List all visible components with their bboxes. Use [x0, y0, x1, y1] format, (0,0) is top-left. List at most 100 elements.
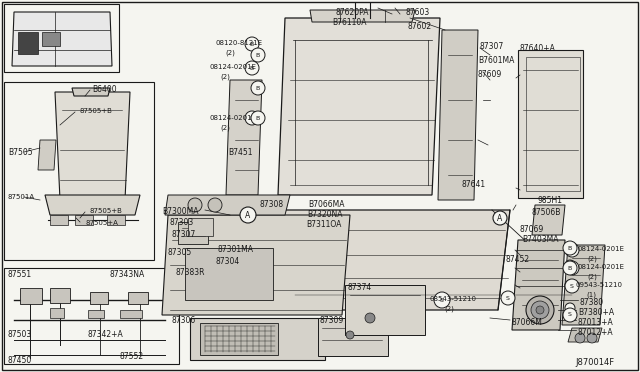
- Text: 87380: 87380: [580, 298, 604, 307]
- Text: 87303: 87303: [170, 218, 195, 227]
- Bar: [50, 288, 70, 303]
- Text: A: A: [245, 211, 251, 219]
- Circle shape: [565, 303, 575, 313]
- Text: 87343NA: 87343NA: [110, 270, 145, 279]
- Bar: [190, 318, 325, 360]
- Text: 87066M: 87066M: [512, 318, 543, 327]
- Circle shape: [245, 37, 259, 51]
- Circle shape: [434, 292, 450, 308]
- Text: 87309: 87309: [320, 316, 344, 325]
- Text: S: S: [440, 298, 444, 302]
- Text: B: B: [568, 246, 572, 250]
- Polygon shape: [310, 10, 415, 22]
- Circle shape: [563, 308, 577, 322]
- Circle shape: [536, 306, 544, 314]
- Text: S: S: [570, 283, 574, 289]
- Text: 87306: 87306: [172, 316, 196, 325]
- Bar: [88, 310, 104, 318]
- Text: B: B: [256, 115, 260, 121]
- Text: B: B: [256, 86, 260, 90]
- Bar: [18, 32, 38, 54]
- Text: B6400: B6400: [92, 85, 116, 94]
- Text: 87383R: 87383R: [175, 268, 205, 277]
- Text: (1): (1): [586, 291, 596, 298]
- Text: 87503: 87503: [8, 330, 32, 339]
- Text: (2): (2): [225, 49, 235, 55]
- Circle shape: [251, 81, 265, 95]
- Text: (2): (2): [587, 255, 597, 262]
- Text: B7066MA: B7066MA: [308, 200, 344, 209]
- Circle shape: [565, 261, 579, 275]
- Bar: [120, 310, 142, 318]
- Text: 87505+B: 87505+B: [90, 208, 123, 214]
- Text: B: B: [250, 115, 254, 121]
- Bar: [518, 50, 583, 198]
- Text: B: B: [250, 65, 254, 71]
- Bar: [200, 323, 278, 355]
- Circle shape: [240, 207, 256, 223]
- Text: S: S: [506, 295, 510, 301]
- Text: B: B: [570, 247, 574, 253]
- Text: A: A: [497, 214, 502, 222]
- Bar: [50, 308, 64, 318]
- Bar: [526, 57, 580, 191]
- Polygon shape: [438, 30, 478, 200]
- Text: J870014F: J870014F: [575, 358, 614, 367]
- Circle shape: [587, 333, 597, 343]
- Text: 87013+A: 87013+A: [578, 318, 614, 327]
- Text: 08543-51210: 08543-51210: [430, 296, 477, 302]
- Polygon shape: [278, 18, 440, 195]
- Text: 87620PA: 87620PA: [335, 8, 369, 17]
- Text: B7320NA: B7320NA: [307, 210, 342, 219]
- Text: 87609: 87609: [478, 70, 502, 79]
- Polygon shape: [258, 210, 510, 310]
- Polygon shape: [532, 205, 565, 235]
- Text: 87342+A: 87342+A: [88, 330, 124, 339]
- Circle shape: [501, 291, 515, 305]
- Text: 87374: 87374: [348, 283, 372, 292]
- Circle shape: [493, 211, 507, 225]
- Text: B: B: [568, 266, 572, 270]
- Polygon shape: [562, 245, 605, 325]
- Text: 08124-0201E: 08124-0201E: [577, 264, 624, 270]
- Text: B7451: B7451: [228, 148, 253, 157]
- Text: S: S: [568, 312, 572, 317]
- Text: 08124-0201E: 08124-0201E: [577, 246, 624, 252]
- Text: 87506B: 87506B: [532, 208, 561, 217]
- Bar: [50, 215, 68, 225]
- Polygon shape: [512, 240, 565, 330]
- Polygon shape: [38, 140, 56, 170]
- Text: 08124-0201E: 08124-0201E: [210, 64, 257, 70]
- Text: 87505+A: 87505+A: [85, 220, 118, 226]
- Text: 87308: 87308: [260, 200, 284, 209]
- Bar: [42, 32, 60, 46]
- Text: 87501A: 87501A: [8, 194, 35, 200]
- Circle shape: [565, 260, 575, 270]
- Polygon shape: [162, 215, 350, 315]
- Text: 87552: 87552: [120, 352, 144, 361]
- Text: 87307: 87307: [480, 42, 504, 51]
- Text: 87640+A: 87640+A: [520, 44, 556, 53]
- Text: 87307: 87307: [172, 230, 196, 239]
- Text: 08124-0201E: 08124-0201E: [210, 115, 257, 121]
- Text: (2): (2): [220, 73, 230, 80]
- Polygon shape: [12, 12, 112, 66]
- Text: 87602: 87602: [408, 22, 432, 31]
- Bar: [318, 318, 388, 356]
- Text: 87603: 87603: [405, 8, 429, 17]
- Circle shape: [526, 296, 554, 324]
- Text: (2): (2): [220, 124, 230, 131]
- Circle shape: [208, 198, 222, 212]
- Circle shape: [251, 111, 265, 125]
- Bar: [20, 288, 42, 304]
- Polygon shape: [45, 195, 140, 215]
- Text: (2): (2): [444, 305, 454, 311]
- Text: B76110A: B76110A: [332, 18, 367, 27]
- Text: B: B: [250, 42, 254, 46]
- Text: 87450: 87450: [8, 356, 32, 365]
- Polygon shape: [72, 88, 110, 96]
- Circle shape: [565, 243, 579, 257]
- Bar: [4, 4, 119, 72]
- Polygon shape: [165, 195, 290, 215]
- Text: 87304: 87304: [215, 257, 239, 266]
